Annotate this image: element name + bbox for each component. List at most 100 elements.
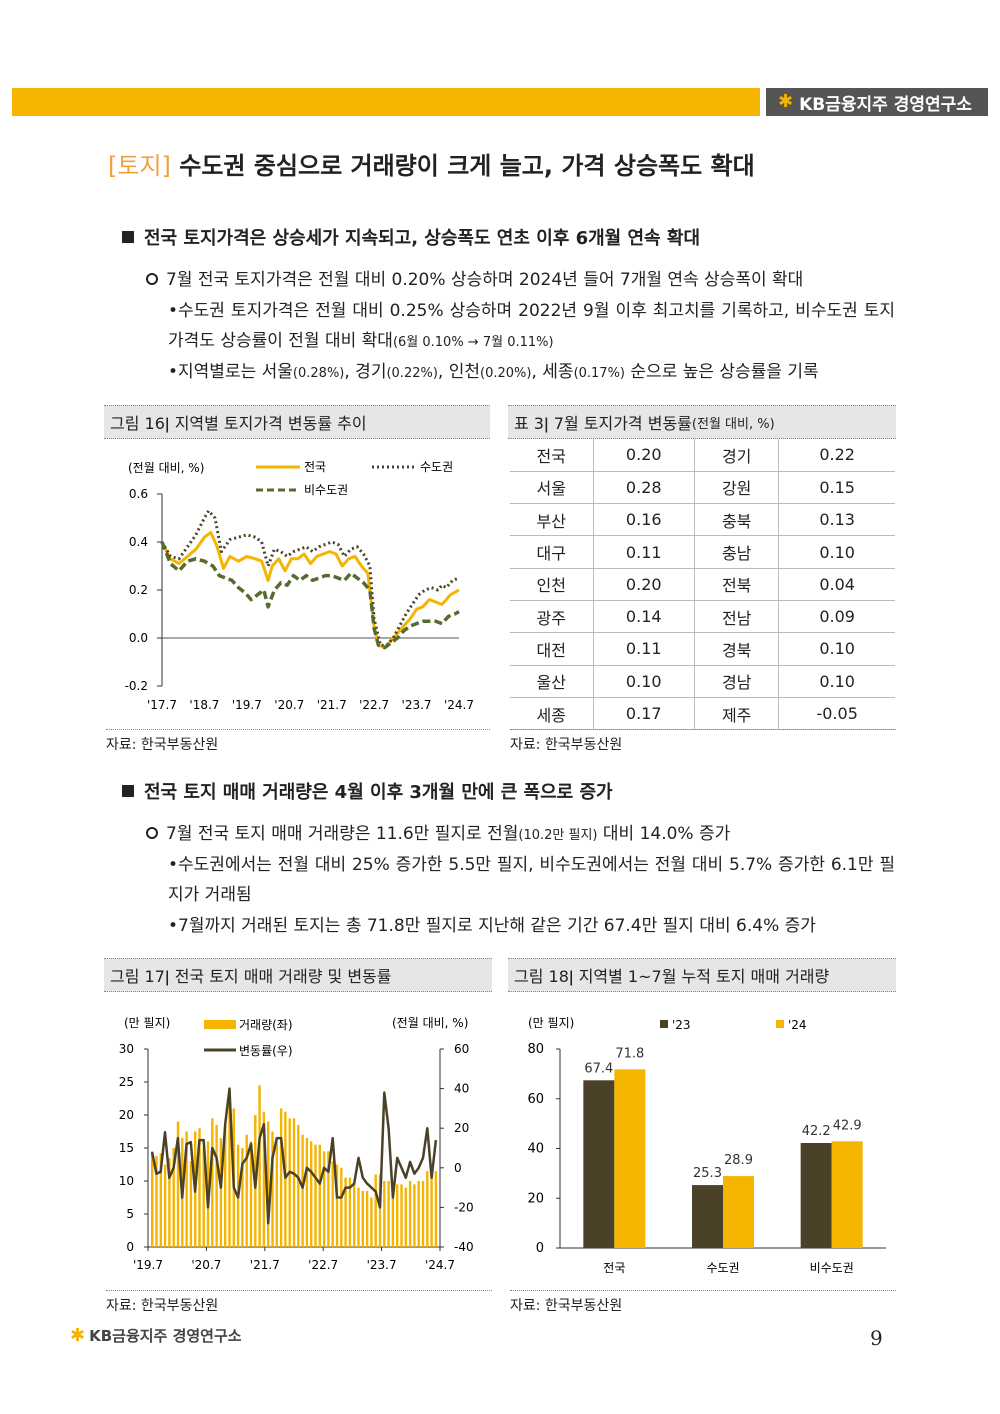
volume-bar (331, 1161, 334, 1247)
section1-heading-text: 전국 토지가격은 상승세가 지속되고, 상승폭도 연초 이후 6개월 연속 확대 (144, 228, 700, 249)
fig17-legend-change: 변동률(우) (239, 1044, 293, 1058)
s2p-c: 대비 14.0% 증가 (597, 824, 731, 844)
volume-bar (344, 1177, 347, 1247)
table-region-cell: 경기 (693, 439, 779, 472)
y-tick-label: 80 (527, 1042, 544, 1057)
volume-bar (318, 1144, 321, 1247)
header-brand-label: KB금융지주 경영연구소 (799, 94, 972, 115)
volume-bar (417, 1181, 420, 1247)
page-title: [토지] 수도권 중심으로 거래량이 크게 늘고, 가격 상승폭도 확대 (108, 146, 755, 181)
volume-bar (400, 1184, 403, 1247)
x-tick-label: '18.7 (189, 698, 219, 712)
section2-bullet2: •7월까지 거래된 토지는 총 71.8만 필지로 지난해 같은 기간 67.4… (168, 916, 816, 936)
volume-bar (245, 1134, 248, 1247)
x-tick-label: '21.7 (250, 1258, 280, 1272)
volume-bar (284, 1111, 287, 1247)
section1-bullet1-text: •수도권 토지가격은 전월 대비 0.25% 상승하며 2022년 9월 이후 … (168, 301, 895, 351)
table-region-cell: 전국 (510, 439, 593, 472)
volume-bar (314, 1144, 317, 1247)
volume-bar (430, 1174, 433, 1247)
volume-bar (211, 1118, 214, 1247)
table-row: 전국 0.20 경기 0.22 (510, 439, 895, 472)
left-tick-label: 20 (119, 1108, 134, 1122)
volume-bar (168, 1157, 171, 1247)
y-tick-label: 20 (527, 1191, 544, 1206)
volume-bar (151, 1151, 154, 1247)
s1b2-i: 순으로 높은 상승률을 기록 (625, 362, 819, 382)
square-bullet-icon (122, 785, 134, 797)
volume-bar (370, 1197, 373, 1247)
fig17-caption: 그림 17ǀ 전국 토지 매매 거래량 및 변동률 (104, 958, 492, 992)
y-tick-label: 0.0 (129, 631, 148, 645)
table-value-cell: 0.14 (592, 600, 695, 634)
fig16-unit: (전월 대비, %) (128, 461, 204, 475)
fig18-bar-chart: (만 필지) '23 '24 0 20 40 60 80 67.471.8 전국 25.328… (527, 1016, 886, 1275)
x-category-label: 수도권 (706, 1261, 739, 1275)
bar-data-label: 25.3 (693, 1166, 722, 1181)
table-row: 광주 0.14 전남 0.09 (510, 600, 895, 634)
table-region-cell: 전남 (693, 600, 779, 634)
table-value-cell: 0.20 (592, 439, 695, 472)
x-tick-label: '20.7 (274, 698, 304, 712)
fig17-unit-left: (만 필지) (124, 1016, 170, 1030)
bar-data-label: 42.9 (833, 1118, 862, 1133)
volume-bar (202, 1148, 205, 1247)
volume-bar (288, 1118, 291, 1247)
volume-bar (301, 1134, 304, 1247)
table-value-cell: 0.11 (592, 535, 695, 569)
table-value-cell: -0.05 (778, 697, 895, 731)
right-tick-label: 20 (454, 1121, 469, 1135)
volume-bar (159, 1153, 162, 1247)
section1-point: 7월 전국 토지가격은 전월 대비 0.20% 상승하며 2024년 들어 7개… (146, 265, 803, 290)
page-title-tag: [토지] (108, 152, 171, 180)
y-tick-label: 0 (536, 1241, 544, 1256)
fig18-legend-2023: '23 (672, 1018, 691, 1032)
volume-bar (163, 1164, 167, 1247)
volume-bar (361, 1190, 364, 1247)
table-row: 대구 0.11 충남 0.10 (510, 535, 895, 569)
fig16-legend-noncapital: 비수도권 (304, 483, 348, 497)
volume-bar (258, 1085, 261, 1247)
table-row: 울산 0.10 경남 0.10 (510, 665, 895, 698)
bar-'24 (831, 1141, 863, 1248)
table3-caption-main: 표 3ǀ 7월 토지가격 변동률 (514, 414, 692, 433)
table-region-cell: 강원 (693, 471, 779, 505)
volume-bar (271, 1131, 274, 1247)
table3-caption-unit: (전월 대비, %) (691, 416, 775, 432)
bar-data-label: 42.2 (802, 1124, 831, 1139)
section2-heading: 전국 토지 매매 거래량은 4월 이후 3개월 만에 큰 폭으로 증가 (122, 778, 613, 804)
table-value-cell: 0.20 (592, 568, 695, 601)
table-region-cell: 세종 (510, 697, 593, 731)
left-tick-label: 5 (126, 1207, 134, 1221)
fig17-legend-volume: 거래량(좌) (239, 1018, 293, 1032)
section1-bullet1: •수도권 토지가격은 전월 대비 0.25% 상승하며 2022년 9월 이후 … (168, 296, 895, 358)
x-tick-label: '22.7 (308, 1258, 338, 1272)
legend-swatch-2023 (660, 1020, 668, 1028)
y-tick-label: 0.6 (129, 487, 148, 501)
x-tick-label: '19.7 (232, 698, 262, 712)
s1b2-d: (0.22%) (386, 366, 438, 381)
table-region-cell: 울산 (510, 665, 593, 698)
volume-bar (396, 1184, 399, 1247)
table-value-cell: 0.16 (592, 503, 695, 537)
volume-bar (228, 1091, 231, 1247)
table-region-cell: 서울 (510, 471, 593, 505)
x-category-label: 비수도권 (810, 1261, 854, 1275)
left-tick-label: 0 (126, 1240, 134, 1254)
volume-bar (387, 1181, 390, 1247)
volume-bar (275, 1141, 278, 1247)
fig18-source: 자료: 한국부동산원 (510, 1290, 896, 1315)
y-tick-label: 60 (527, 1092, 544, 1107)
table-value-cell: 0.28 (592, 471, 695, 505)
section1-bullet2: •지역별로는 서울(0.28%), 경기(0.22%), 인천(0.20%), … (168, 357, 895, 389)
volume-bar (198, 1128, 201, 1247)
section2-point: 7월 전국 토지 매매 거래량은 11.6만 필지로 전월(10.2만 필지) … (146, 819, 730, 844)
x-tick-label: '21.7 (317, 698, 347, 712)
volume-bar (249, 1141, 253, 1247)
fig16-source: 자료: 한국부동산원 (106, 729, 490, 754)
section2-heading-text: 전국 토지 매매 거래량은 4월 이후 3개월 만에 큰 폭으로 증가 (144, 782, 613, 803)
fig16-caption: 그림 16ǀ 지역별 토지가격 변동률 추이 (104, 405, 490, 439)
table-value-cell: 0.10 (592, 665, 695, 698)
table-value-cell: 0.04 (778, 568, 895, 601)
table-row: 서울 0.28 강원 0.15 (510, 471, 895, 505)
